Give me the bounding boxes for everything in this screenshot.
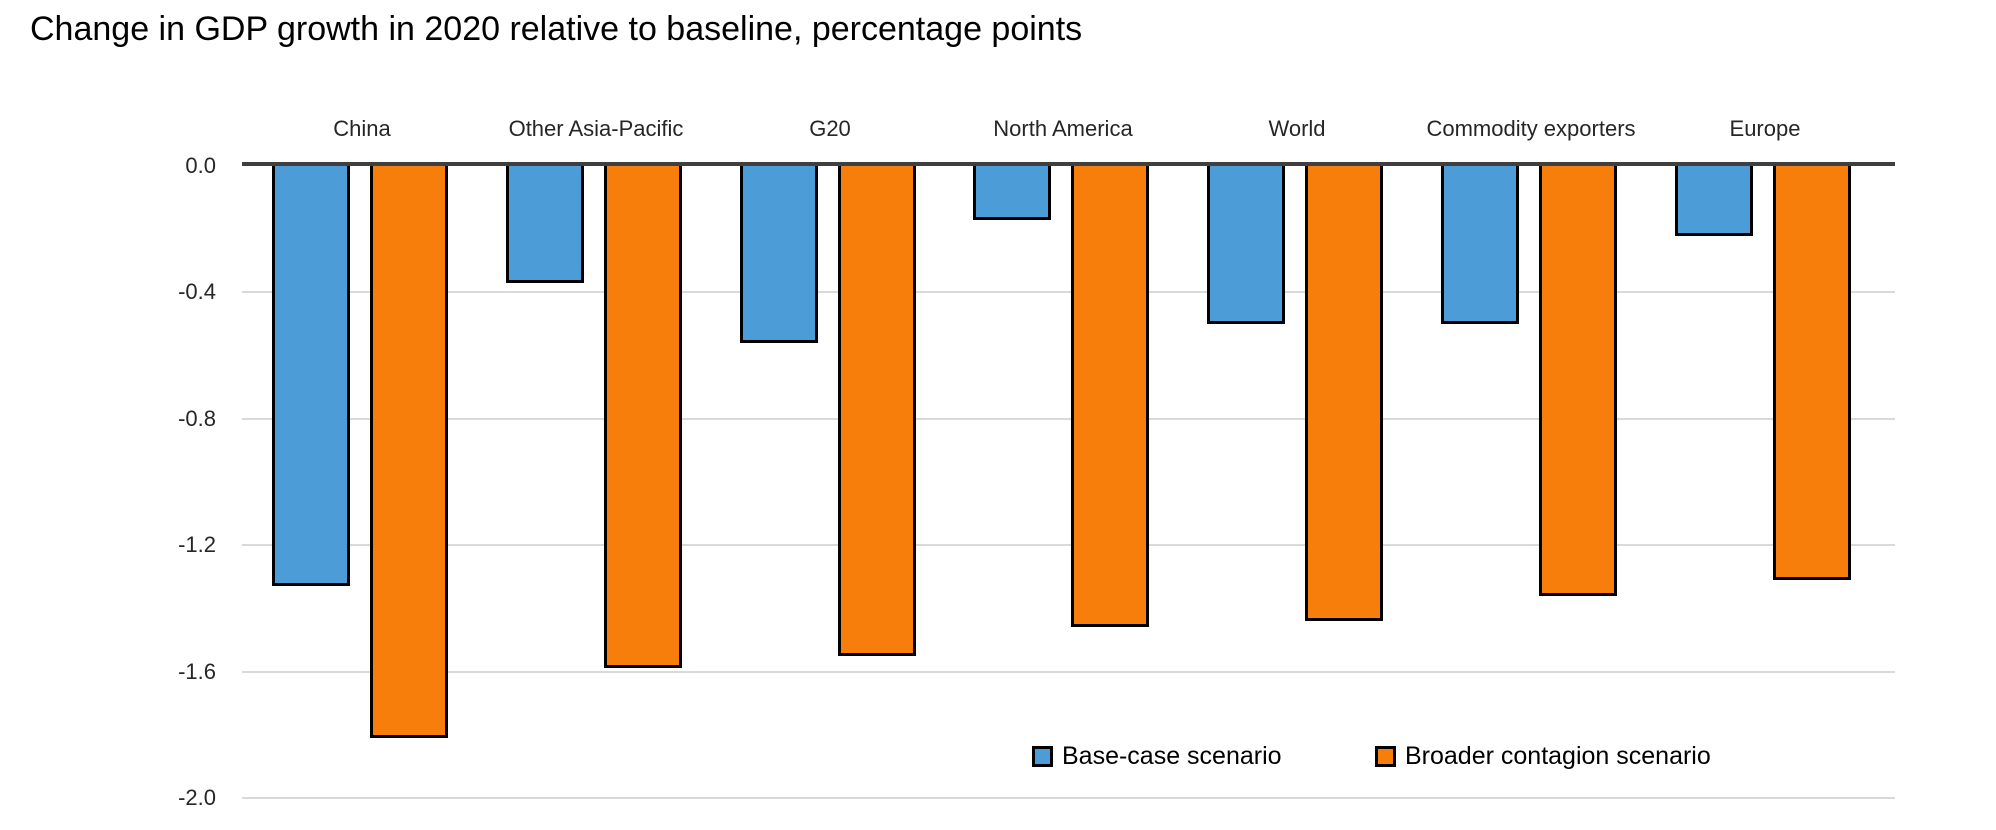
bar-base-case (1441, 164, 1519, 324)
bar-base-case (973, 164, 1051, 220)
y-tick-label: 0.0 (185, 153, 216, 178)
category-label: North America (993, 116, 1133, 141)
y-tick-label: -1.6 (178, 659, 216, 684)
bar-broader-contagion (604, 164, 682, 668)
chart-title: Change in GDP growth in 2020 relative to… (30, 10, 1083, 48)
bar-broader-contagion (838, 164, 916, 656)
legend-label-base-case: Base-case scenario (1062, 742, 1282, 770)
bar-base-case (272, 164, 350, 586)
bar-broader-contagion (1305, 164, 1383, 621)
y-tick-label: -1.2 (178, 532, 216, 557)
y-tick-label: -0.8 (178, 406, 216, 431)
bar-base-case (506, 164, 584, 283)
gridline (242, 671, 1895, 673)
legend-swatch-broader-contagion (1375, 746, 1396, 767)
bar-broader-contagion (370, 164, 448, 738)
bar-broader-contagion (1539, 164, 1617, 596)
legend-swatch-base-case (1032, 746, 1053, 767)
gridline (242, 418, 1895, 420)
category-label: Commodity exporters (1426, 116, 1636, 141)
bar-base-case (740, 164, 818, 343)
y-tick-label: -0.4 (178, 279, 216, 304)
gridline (242, 291, 1895, 293)
gridline (242, 544, 1895, 546)
legend-item-base-case: Base-case scenario (1032, 742, 1282, 771)
category-label: Europe (1729, 116, 1801, 141)
bar-base-case (1207, 164, 1285, 324)
legend-item-broader-contagion: Broader contagion scenario (1375, 742, 1711, 771)
bar-broader-contagion (1773, 164, 1851, 580)
y-tick-label: -2.0 (178, 785, 216, 810)
category-label: Other Asia-Pacific (508, 116, 684, 141)
category-label: World (1268, 116, 1326, 141)
zero-axis-line (242, 162, 1895, 166)
category-label: China (333, 116, 391, 141)
bar-base-case (1675, 164, 1753, 236)
legend-label-broader-contagion: Broader contagion scenario (1405, 742, 1711, 770)
category-label: G20 (809, 116, 851, 141)
bar-broader-contagion (1071, 164, 1149, 627)
gridline (242, 797, 1895, 799)
